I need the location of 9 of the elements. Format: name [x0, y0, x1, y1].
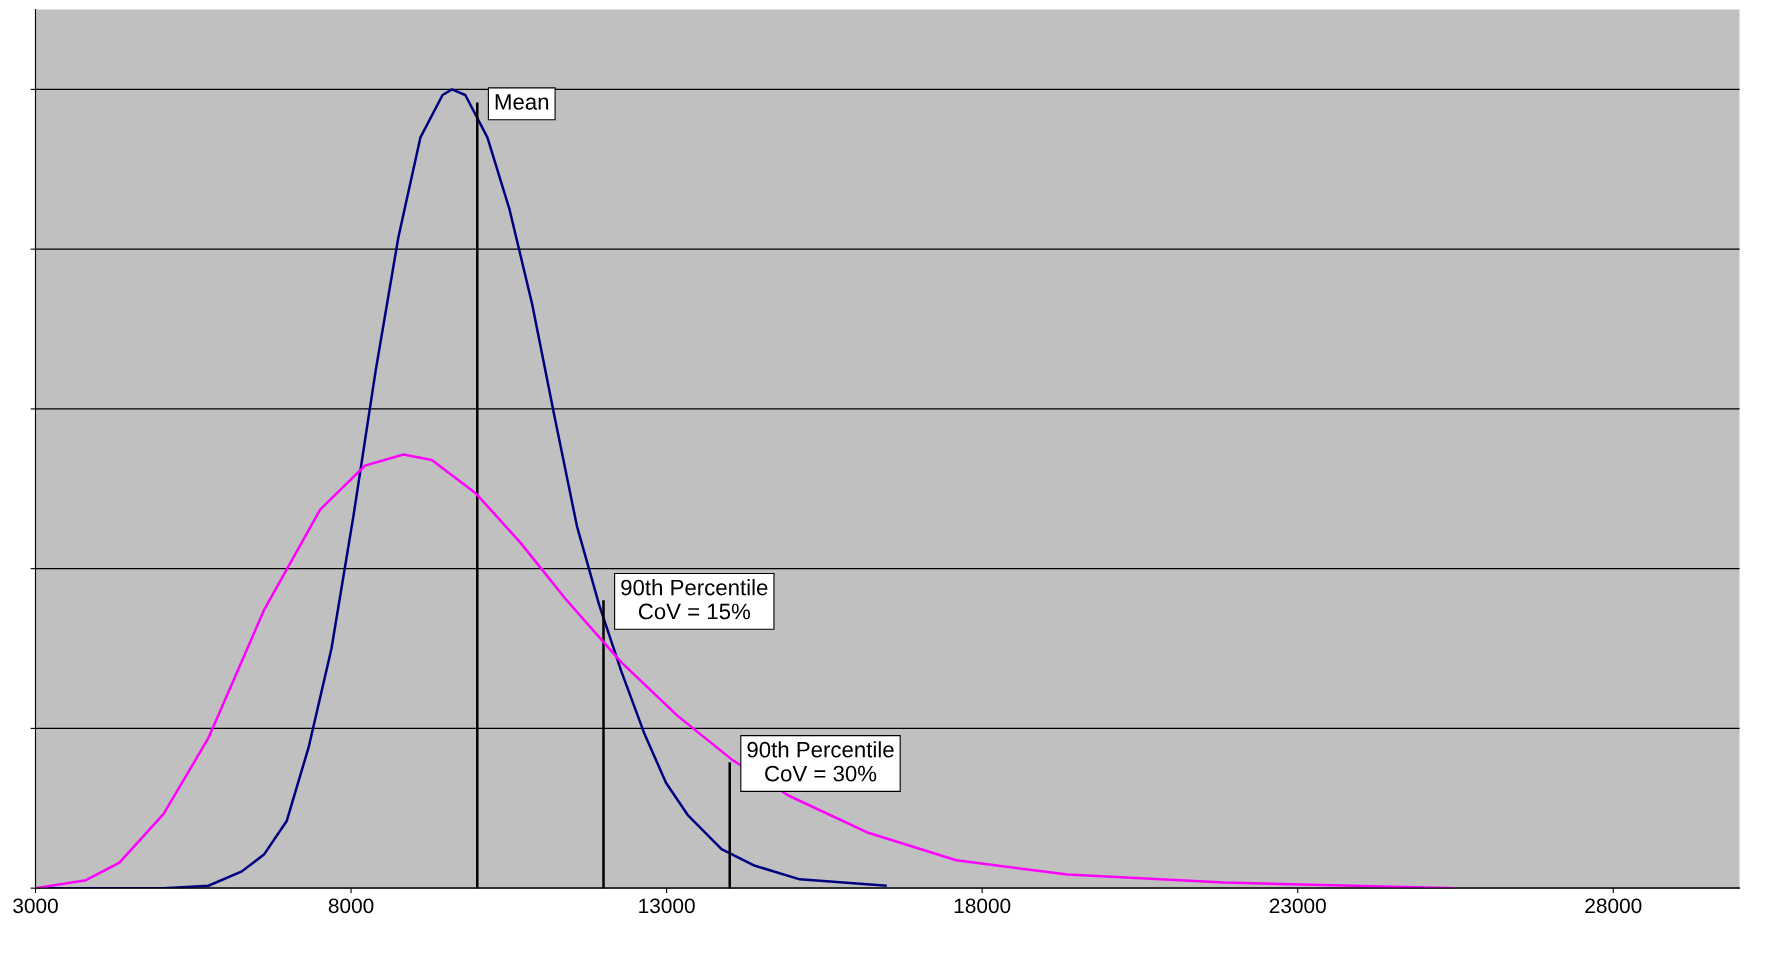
annotation: Mean	[495, 94, 549, 110]
x-tick-label: 28000	[1585, 898, 1642, 914]
x-tick-label: 8000	[328, 898, 374, 914]
x-tick-label: 3000	[13, 898, 58, 914]
x-tick-label: 18000	[954, 898, 1011, 914]
x-tick-label: 23000	[1269, 898, 1326, 914]
x-tick-label: 13000	[639, 898, 695, 914]
annotation: 90th Percentile CoV = 30%	[747, 741, 894, 782]
annotation: 90th Percentile CoV = 15%	[621, 579, 768, 620]
